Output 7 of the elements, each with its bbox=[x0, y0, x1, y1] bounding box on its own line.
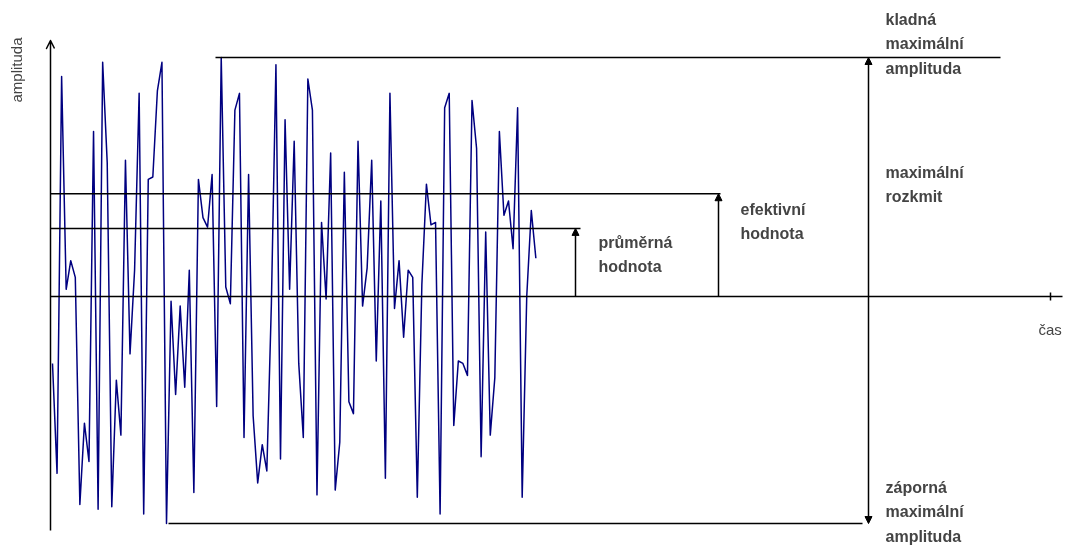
y-axis-title: amplituda bbox=[7, 36, 25, 103]
text: čas bbox=[1038, 320, 1062, 338]
ref-line-label: záporná maximální amplituda bbox=[885, 478, 965, 545]
text: maximální rozkmit bbox=[885, 163, 965, 206]
ref-line-label: průměrná hodnota bbox=[598, 233, 673, 276]
ref-line-label: kladná maximální amplituda bbox=[885, 10, 965, 77]
ref-line-label: efektivní hodnota bbox=[740, 200, 806, 243]
